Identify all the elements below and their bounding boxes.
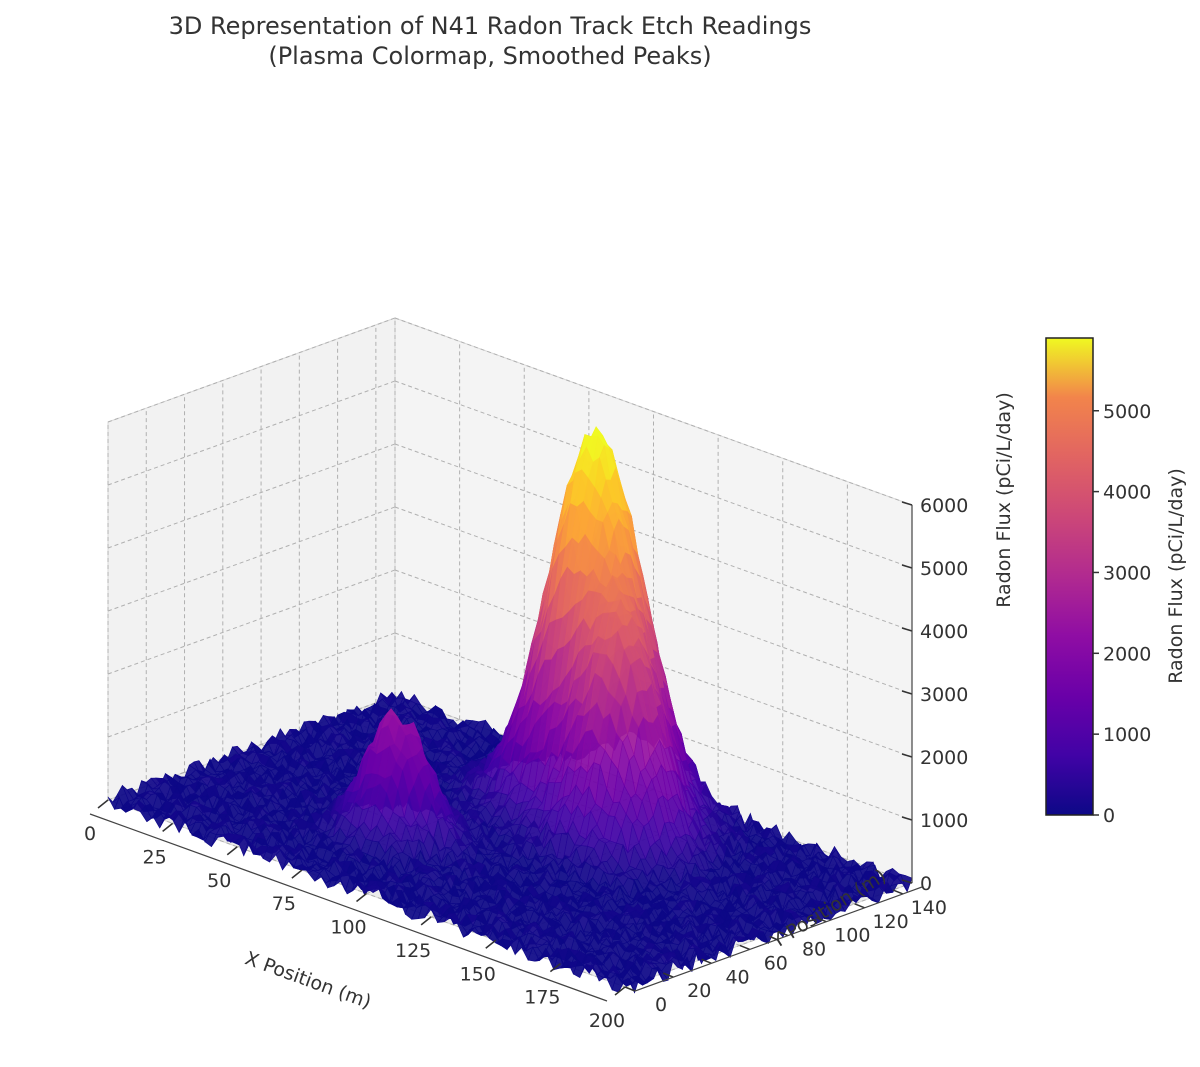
x-tick-label: 25 xyxy=(143,846,167,868)
x-tick xyxy=(226,846,238,856)
grid-z-left xyxy=(107,632,396,738)
grid-z-left xyxy=(107,506,396,612)
surface xyxy=(107,425,913,994)
y-tick xyxy=(892,889,904,895)
x-tick xyxy=(356,892,367,903)
z-tick-label: 2000 xyxy=(920,747,968,769)
colorbar-tick-label: 0 xyxy=(1103,805,1115,827)
x-tick xyxy=(162,822,174,832)
x-tick-label: 200 xyxy=(589,1010,625,1032)
colorbar-tick-label: 3000 xyxy=(1103,562,1151,584)
z-tick-label: 1000 xyxy=(920,810,968,832)
x-tick-label: 75 xyxy=(272,893,296,915)
colorbar-gradient xyxy=(1045,337,1094,816)
colorbar-tick-label: 1000 xyxy=(1103,724,1151,746)
z-tick-label: 3000 xyxy=(920,684,968,706)
y-tick-label: 40 xyxy=(725,966,749,988)
grid-x-floor xyxy=(624,882,913,988)
grid-z-left xyxy=(107,569,396,675)
x-tick-label: 0 xyxy=(84,823,96,845)
colorbar-tick-label: 4000 xyxy=(1103,482,1151,504)
grid-z-left xyxy=(107,317,396,423)
y-tick-label: 80 xyxy=(802,939,826,961)
grid-z-back xyxy=(394,443,913,632)
y-tick xyxy=(739,944,751,951)
chart-title: 3D Representation of N41 Radon Track Etc… xyxy=(169,12,812,70)
colorbar-ticks: 0 1000 2000 3000 4000 5000 xyxy=(1093,401,1151,827)
x-tick-label: 50 xyxy=(207,870,231,892)
colorbar-tick-label: 2000 xyxy=(1103,643,1151,665)
colorbar-label: Radon Flux (pCi/L/day) xyxy=(1165,468,1187,684)
y-tick-label: 60 xyxy=(764,952,788,974)
x-tick xyxy=(97,799,109,809)
grid-z-left xyxy=(107,443,396,549)
x-tick-label: 125 xyxy=(395,940,431,962)
y-tick-label: 0 xyxy=(655,994,667,1016)
y-tick-label: 140 xyxy=(911,897,947,919)
y-tick-label: 100 xyxy=(834,925,870,947)
z-axis-label: Radon Flux (pCi/L/day) xyxy=(993,392,1015,608)
grid-z-back xyxy=(394,317,913,506)
y-tick-label: 120 xyxy=(872,911,908,933)
z-tick-label: 4000 xyxy=(920,621,968,643)
z-tick-label: 5000 xyxy=(920,558,968,580)
z-tick-label: 6000 xyxy=(920,495,968,517)
y-tick-label: 20 xyxy=(687,980,711,1002)
colorbar-tick-label: 5000 xyxy=(1103,401,1151,423)
grid-z-back xyxy=(394,506,913,695)
x-tick-label: 175 xyxy=(524,987,560,1009)
z-tick-label: 0 xyxy=(920,873,932,895)
x-tick-label: 100 xyxy=(330,917,366,939)
x-axis-label: X Position (m) xyxy=(242,947,374,1013)
grid-z-left xyxy=(107,380,396,486)
colorbar: 0 1000 2000 3000 4000 5000 Radon Flux (pCi/L/… xyxy=(1045,337,1187,827)
x-tick-label: 150 xyxy=(460,963,496,985)
x-tick xyxy=(291,869,303,879)
x-tick xyxy=(485,939,497,949)
grid-z-back xyxy=(394,380,913,569)
